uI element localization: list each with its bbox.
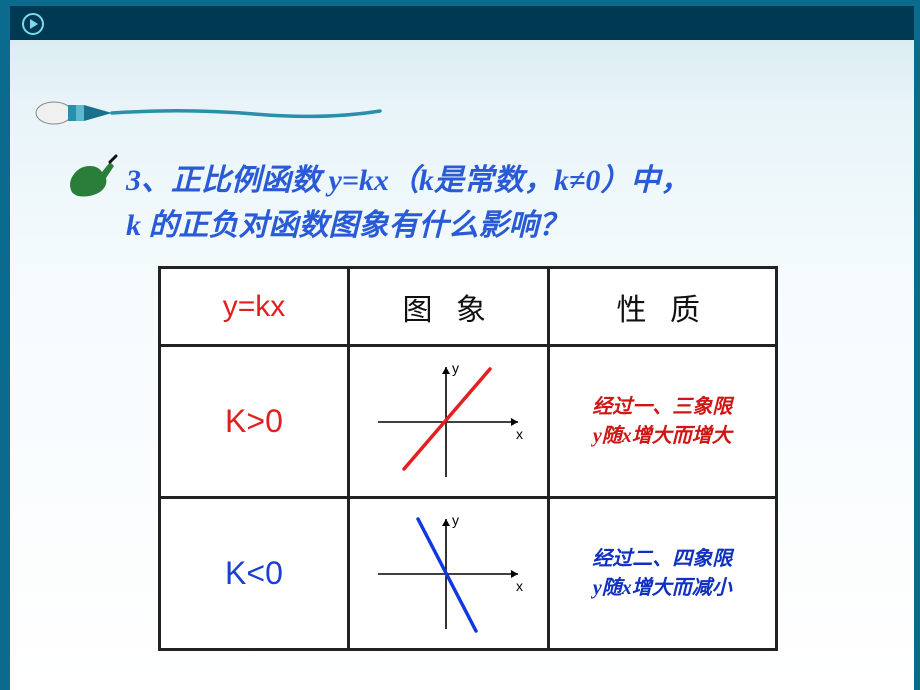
header-graph: 图 象 <box>403 294 495 327</box>
title-bar <box>10 6 914 40</box>
heading-formula: y=kx <box>321 164 389 197</box>
heading-part1b: 中， <box>630 164 690 197</box>
graph-negative: x y <box>368 509 528 639</box>
x-axis-label: x <box>516 578 523 594</box>
negative-slope-line <box>418 519 476 631</box>
k-negative-label: K<0 <box>225 555 283 591</box>
properties-table: y=kx 图 象 性 质 K>0 x y <box>158 266 778 651</box>
table-row: K<0 x y 经过二、四象限 y随x增大 <box>160 498 777 650</box>
y-axis-label: y <box>452 512 459 528</box>
table-header-row: y=kx 图 象 性 质 <box>160 268 777 346</box>
writing-hand-icon <box>66 152 118 202</box>
header-formula: y=kx <box>223 290 286 323</box>
heading-part1: 正比例函数 <box>171 164 321 197</box>
prop-pos-line1: 经过一、三象限 <box>592 396 732 418</box>
prop-pos-line2: y随x增大而增大 <box>593 425 732 447</box>
heading-text: 3、正比例函数 y=kx（k是常数，k≠0）中， k 的正负对函数图象有什么影响… <box>70 158 890 248</box>
prop-neg-line2: y随x增大而减小 <box>593 577 732 599</box>
heading-line2: k 的正负对函数图象有什么影响？ <box>126 209 569 242</box>
heading-paren: （k是常数，k≠0） <box>389 164 630 197</box>
property-negative: 经过二、四象限 y随x增大而减小 <box>550 545 775 603</box>
x-axis-label: x <box>516 426 523 442</box>
header-property: 性 质 <box>617 294 709 327</box>
heading-number: 3、 <box>126 164 171 197</box>
y-axis-label: y <box>452 360 459 376</box>
pencil-divider <box>24 96 384 130</box>
slide-page: 3、正比例函数 y=kx（k是常数，k≠0）中， k 的正负对函数图象有什么影响… <box>0 0 920 690</box>
k-positive-label: K>0 <box>225 403 283 439</box>
property-positive: 经过一、三象限 y随x增大而增大 <box>550 393 775 451</box>
play-icon[interactable] <box>22 13 44 35</box>
question-heading: 3、正比例函数 y=kx（k是常数，k≠0）中， k 的正负对函数图象有什么影响… <box>70 158 890 248</box>
table-row: K>0 x y 经过一、三象限 y随x增大 <box>160 346 777 498</box>
positive-slope-line <box>404 369 490 469</box>
prop-neg-line1: 经过二、四象限 <box>592 548 732 570</box>
graph-positive: x y <box>368 357 528 487</box>
